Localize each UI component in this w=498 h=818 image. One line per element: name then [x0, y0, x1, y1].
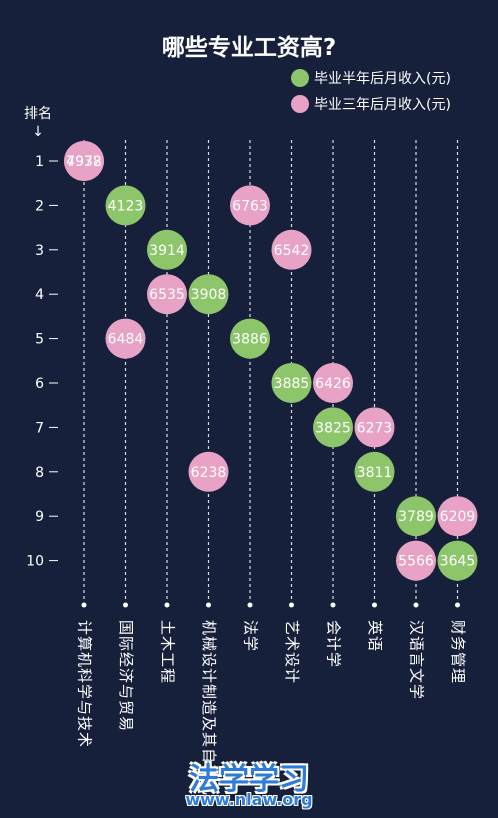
data-bubble — [437, 496, 478, 537]
data-bubble — [64, 141, 104, 181]
data-bubble — [188, 451, 229, 492]
rank-arrow: ↓ — [32, 124, 44, 140]
category-label: 英语 — [366, 620, 384, 652]
data-label: 3789 — [398, 509, 434, 525]
data-label: 6763 — [232, 198, 268, 214]
category-dot — [164, 602, 170, 608]
data-label: 6426 — [315, 376, 351, 392]
category-dot — [289, 602, 294, 608]
data-bubble — [230, 185, 270, 226]
category-label: 计算机科学与技术 — [76, 620, 94, 748]
data-bubble — [313, 363, 353, 403]
data-label: 4978 — [66, 154, 102, 170]
category-dot — [372, 602, 377, 608]
category-label: 汉语言文学 — [408, 620, 426, 700]
rank-label: 1 — [35, 154, 44, 170]
rank-label: 10 — [26, 554, 44, 570]
category-label: 艺术设计 — [283, 620, 301, 684]
data-bubble — [105, 318, 146, 359]
data-bubble — [313, 407, 353, 448]
data-label: 6238 — [191, 465, 227, 481]
data-label: 5566 — [398, 554, 434, 570]
category-label: 会计学 — [325, 620, 343, 668]
category-dot — [247, 602, 253, 608]
data-bubble — [147, 229, 187, 270]
rank-label: 5 — [35, 332, 44, 348]
bubbles: 4978 4123 3914 3908 3886 3885 3825 3811 3789 3645… — [64, 141, 478, 581]
rank-label: 6 — [35, 376, 44, 392]
legend-swatch — [291, 95, 309, 113]
data-label: 3914 — [149, 243, 185, 259]
data-bubble — [396, 540, 436, 581]
rank-label: 2 — [35, 198, 44, 214]
legend-swatch — [291, 69, 309, 87]
data-bubble — [354, 407, 395, 448]
data-bubble — [230, 318, 270, 359]
category-label: 法学 — [242, 620, 260, 652]
data-bubble — [188, 274, 229, 315]
legend-label: 毕业半年后月收入(元) — [314, 71, 451, 87]
chart-title: 哪些专业工资高? — [162, 34, 336, 61]
data-label: 6535 — [149, 287, 185, 303]
category-label: 机械设计制造及其自动化 — [200, 620, 218, 796]
rank-label: 8 — [35, 465, 44, 481]
rank-label: 9 — [35, 509, 44, 525]
grid: 1 2 3 4 5 6 7 8 9 10 计算机科学与技术 国际经济与贸易 土木工程 机械设计制造及其自动… — [26, 140, 467, 796]
rank-header: 排名 — [24, 106, 52, 122]
data-label: 3645 — [440, 554, 476, 570]
data-label: 3885 — [274, 376, 310, 392]
data-label: 3825 — [315, 420, 351, 436]
watermark-url: www.nlaw.org — [185, 790, 313, 809]
category-dot — [81, 602, 87, 608]
category-dot — [330, 602, 336, 608]
category-label: 财务管理 — [449, 620, 467, 684]
data-bubble — [437, 540, 478, 581]
category-dot — [123, 602, 128, 608]
rank-label: 3 — [35, 243, 44, 259]
category-dot — [455, 602, 460, 608]
rank-label: 7 — [35, 420, 44, 436]
data-label: 3886 — [232, 332, 268, 348]
data-bubble — [354, 451, 395, 492]
data-label: 6273 — [357, 420, 393, 436]
data-label: 3811 — [357, 465, 393, 481]
category-dot — [206, 602, 211, 608]
watermark-title: 法学学习 — [189, 762, 309, 797]
category-label: 国际经济与贸易 — [117, 620, 135, 732]
rank-label: 4 — [35, 287, 44, 303]
data-label: 3908 — [191, 287, 227, 303]
data-label: 4123 — [108, 198, 144, 214]
data-label: 6484 — [108, 332, 144, 348]
data-label: 6542 — [274, 243, 310, 259]
data-label: 6209 — [440, 509, 476, 525]
legend-label: 毕业三年后月收入(元) — [314, 97, 451, 113]
data-bubble — [271, 229, 312, 270]
data-bubble — [147, 274, 187, 315]
data-label: 7932 — [66, 154, 102, 170]
data-bubble — [396, 496, 436, 537]
data-bubble — [105, 185, 146, 226]
legend: 毕业半年后月收入(元) 毕业三年后月收入(元) — [291, 69, 451, 113]
data-bubble — [271, 363, 312, 403]
category-label: 土木工程 — [159, 620, 177, 684]
category-dot — [413, 602, 419, 608]
